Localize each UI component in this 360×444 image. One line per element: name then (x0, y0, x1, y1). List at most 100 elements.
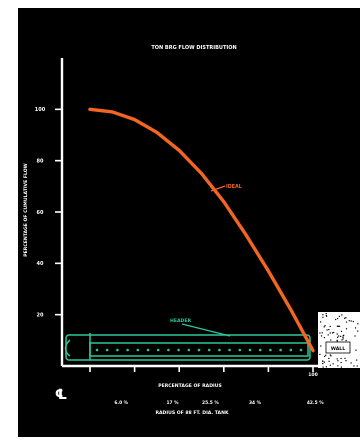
secondary-x-axis-label: RADIUS OF 88 FT. DIA. TANK (155, 410, 228, 416)
wall-speck-28 (320, 335, 323, 337)
wall-speck-83 (355, 349, 357, 351)
series-line-ideal (88, 107, 315, 353)
wall-speck-55 (328, 357, 330, 359)
wall-speck-49 (342, 338, 344, 340)
wall-speck-85 (354, 335, 356, 337)
wall-speck-48 (337, 360, 339, 362)
header-pipe-end (64, 339, 71, 357)
wall-speck-24 (343, 334, 345, 336)
wall-speck-67 (335, 318, 337, 321)
ideal-leader-line (210, 185, 226, 192)
header-orifice-9 (187, 348, 191, 352)
header-orifice-2 (116, 348, 119, 352)
wall-speck-66 (344, 317, 346, 319)
header-orifice-7 (167, 348, 170, 352)
wall-speck-34 (329, 325, 331, 327)
tank-wall-block (318, 312, 360, 368)
wall-speck-59 (352, 320, 354, 323)
header-orifice-0 (95, 348, 99, 352)
wall-speck-32 (336, 358, 338, 360)
wall-speck-26 (324, 325, 326, 327)
wall-speck-87 (350, 362, 352, 364)
header-leader-line (181, 323, 231, 337)
wall-speck-88 (340, 366, 342, 368)
header-orifice-17 (269, 348, 272, 352)
secondary-x-ticks: 6.0 % 17 % 25.5 % 34 % 42.5 % (114, 400, 324, 406)
wall-speck-12 (323, 337, 325, 339)
wall-speck-23 (337, 325, 339, 327)
header-orifice-10 (197, 348, 201, 352)
secondary-x-tick-label-1: 17 % (166, 400, 179, 406)
wall-speck-79 (340, 361, 342, 364)
wall-speck-40 (341, 314, 343, 316)
header-orifice-4 (136, 348, 140, 352)
secondary-x-tick-label-4: 42.5 % (307, 400, 324, 406)
wall-label: WALL (331, 346, 345, 352)
secondary-x-tick-label-3: 34 % (249, 400, 262, 406)
wall-speck-31 (336, 339, 338, 341)
y-tick-label-60: 60 (37, 210, 44, 216)
wall-speck-30 (357, 330, 359, 332)
wall-speck-15 (345, 328, 348, 330)
header-orifice-20 (299, 348, 303, 352)
y-tick-label-100: 100 (35, 107, 46, 113)
wall-label-box (325, 341, 351, 354)
wall-speck-38 (356, 359, 358, 361)
wall-speck-11 (356, 365, 358, 367)
wall-speck-50 (324, 355, 326, 357)
wall-speck-19 (325, 354, 327, 356)
wall-speck-52 (320, 321, 322, 323)
wall-speck-6 (345, 317, 347, 319)
wall-speck-57 (322, 314, 324, 316)
centerline-symbol: ℄ (55, 387, 68, 403)
wall-speck-33 (337, 336, 339, 338)
header-pipe (64, 333, 311, 361)
wall-speck-76 (326, 329, 328, 331)
tank-wall-speckle (319, 313, 359, 368)
wall-speck-62 (321, 332, 323, 334)
wall-speck-81 (323, 361, 325, 363)
x-ticks: 100 (89, 366, 318, 378)
wall-speck-80 (340, 335, 342, 337)
wall-speck-41 (331, 332, 334, 334)
header-orifice-8 (177, 348, 180, 352)
header-orifice-3 (126, 348, 129, 352)
y-axis-label: PERCENTAGE OF CUMULATIVE FLOW (23, 163, 29, 256)
wall-speck-61 (330, 339, 332, 341)
chart-title: TON BRG FLOW DISTRIBUTION (151, 45, 236, 51)
header-orifice-13 (228, 348, 231, 352)
wall-speck-60 (338, 315, 340, 317)
wall-speck-64 (350, 320, 352, 322)
secondary-x-tick-label-2: 25.5 % (202, 400, 219, 406)
series-points-ideal (89, 109, 314, 351)
wall-speck-45 (319, 332, 321, 334)
wall-speck-27 (337, 317, 339, 320)
header-orifice-14 (238, 348, 242, 352)
wall-speck-47 (322, 366, 324, 368)
wall-speck-21 (322, 363, 324, 365)
wall-speck-89 (344, 357, 346, 359)
wall-speck-84 (337, 365, 339, 367)
y-tick-label-20: 20 (37, 312, 44, 318)
wall-speck-42 (327, 334, 329, 336)
wall-speck-74 (322, 360, 324, 362)
tank-wall: WALL (318, 312, 360, 368)
wall-speck-75 (322, 316, 324, 318)
wall-speck-18 (340, 330, 343, 332)
wall-speck-8 (345, 321, 348, 323)
wall-speck-69 (319, 353, 321, 355)
wall-speck-35 (348, 320, 350, 322)
wall-speck-7 (338, 325, 341, 327)
wall-speck-22 (328, 360, 330, 362)
header-orifice-5 (146, 348, 150, 352)
header-label: HEADER (170, 318, 191, 324)
wall-speck-77 (320, 345, 322, 347)
wall-speck-71 (332, 363, 334, 365)
wall-speck-13 (357, 323, 359, 325)
wall-speck-37 (353, 365, 355, 367)
wall-speck-36 (329, 354, 331, 356)
wall-speck-58 (340, 357, 342, 360)
header-orifice-16 (258, 348, 262, 352)
